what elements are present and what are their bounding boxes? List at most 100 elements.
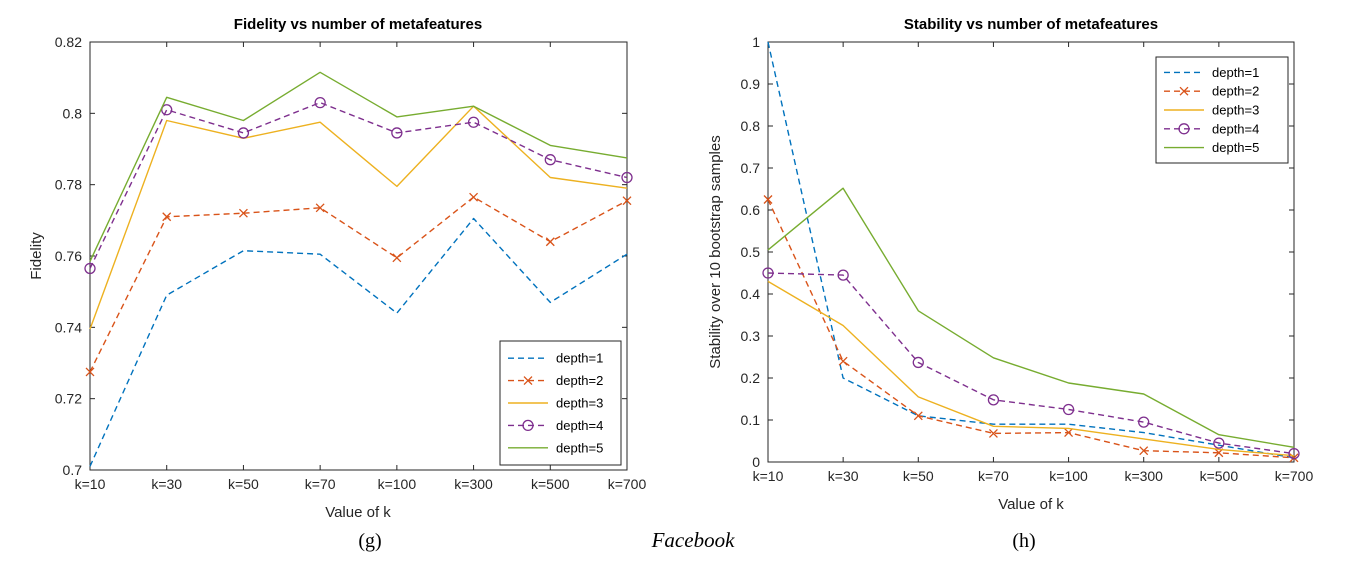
fidelity-legend: depth=1 depth=2 depth=3 depth=4 depth=5 — [499, 340, 622, 466]
y-tick-label: 0.5 — [741, 244, 761, 260]
series-line-depth-5 — [89, 71, 628, 262]
y-tick-label: 0.82 — [55, 34, 82, 50]
data-point-depth-4 — [987, 394, 1000, 406]
data-point-depth-2 — [469, 192, 479, 202]
fidelity-y-axis-label: Fidelity — [28, 232, 45, 280]
y-tick-label: 0.6 — [741, 202, 761, 218]
x-tick-label: k=10 — [753, 468, 784, 484]
y-tick-label: 0.4 — [741, 286, 761, 302]
data-point-depth-4 — [84, 262, 96, 275]
x-tick-label: k=300 — [454, 476, 493, 492]
data-point-depth-4 — [544, 154, 556, 166]
stability-legend: depth=1 depth=2 depth=3 depth=4 depth=5 — [1155, 56, 1289, 164]
legend-marker — [1179, 86, 1189, 96]
x-tick-label: k=50 — [903, 468, 934, 484]
data-point-depth-2 — [85, 367, 95, 377]
y-tick-label: 0.9 — [741, 76, 761, 92]
data-point-depth-2 — [238, 208, 248, 218]
data-point-depth-4 — [237, 127, 250, 139]
data-point-depth-4 — [1062, 403, 1075, 416]
data-point-depth-4 — [1213, 437, 1225, 449]
x-tick-label: k=30 — [828, 468, 859, 484]
x-tick-label: k=50 — [228, 476, 259, 492]
stability-chart-title: Stability vs number of metafeatures — [904, 16, 1158, 33]
x-tick-label: k=500 — [531, 476, 570, 492]
x-tick-label: k=700 — [1275, 468, 1314, 484]
data-point-depth-2 — [315, 203, 325, 213]
fidelity-x-axis-label: Value of k — [325, 504, 391, 521]
legend-label-depth-2: depth=2 — [556, 373, 603, 388]
fidelity-chart-title: Fidelity vs number of metafeatures — [234, 16, 482, 33]
data-point-depth-2 — [988, 428, 998, 438]
data-point-depth-4 — [467, 116, 480, 128]
y-tick-label: 0.7 — [63, 462, 83, 478]
data-point-depth-2 — [1139, 446, 1149, 456]
legend-label-depth-4: depth=4 — [1212, 121, 1259, 136]
series-line-depth-4 — [89, 101, 628, 269]
y-tick-label: 0.3 — [741, 328, 761, 344]
series-line-depth-2 — [767, 199, 1295, 459]
legend-label-depth-4: depth=4 — [556, 418, 603, 433]
stability-x-axis-label: Value of k — [998, 496, 1064, 513]
series-line-depth-5 — [767, 187, 1295, 448]
stability-y-ticks: 0 0.1 0.2 0.3 0.4 0.5 0.6 0.7 0.8 0.9 1 — [741, 34, 1294, 470]
data-point-depth-2 — [392, 253, 402, 263]
x-tick-label: k=700 — [608, 476, 647, 492]
stability-series-group — [762, 41, 1300, 463]
data-point-depth-2 — [1064, 428, 1074, 438]
y-tick-label: 1 — [752, 34, 760, 50]
data-point-depth-2 — [622, 196, 632, 206]
y-tick-label: 0.1 — [741, 412, 761, 428]
caption-facebook: Facebook — [651, 528, 735, 552]
x-tick-label: k=70 — [978, 468, 1009, 484]
data-point-depth-4 — [1138, 416, 1150, 428]
legend-label-depth-1: depth=1 — [556, 351, 603, 366]
legend-marker — [522, 419, 534, 432]
data-point-depth-2 — [545, 237, 555, 247]
data-point-depth-4 — [1288, 447, 1300, 460]
stability-chart: Stability vs number of metafeatures Valu… — [707, 16, 1313, 513]
series-line-depth-1 — [89, 217, 628, 467]
legend-marker — [1178, 123, 1190, 135]
fidelity-series-group — [84, 71, 633, 467]
y-tick-label: 0.8 — [741, 118, 761, 134]
stability-y-axis-label: Stability over 10 bootstrap samples — [707, 135, 724, 368]
y-tick-label: 0.7 — [741, 160, 761, 176]
y-tick-label: 0.78 — [55, 177, 82, 193]
fidelity-x-ticks: k=10 k=30 k=50 k=70 k=100 k=300 k=500 k=700 — [75, 42, 647, 492]
x-tick-label: k=300 — [1124, 468, 1163, 484]
y-tick-label: 0 — [752, 454, 760, 470]
legend-label-depth-5: depth=5 — [1212, 140, 1259, 155]
y-tick-label: 0.74 — [55, 319, 82, 335]
data-point-depth-2 — [763, 195, 773, 204]
data-point-depth-4 — [837, 269, 849, 281]
data-point-depth-4 — [912, 356, 924, 369]
x-tick-label: k=30 — [151, 476, 182, 492]
data-point-depth-4 — [161, 104, 173, 116]
y-tick-label: 0.2 — [741, 370, 761, 386]
y-tick-label: 0.76 — [55, 248, 82, 264]
legend-label-depth-3: depth=3 — [556, 396, 603, 411]
data-point-depth-2 — [162, 212, 172, 222]
fidelity-chart: Fidelity vs number of metafeatures Value… — [28, 16, 646, 521]
data-point-depth-4 — [391, 127, 403, 139]
stability-x-ticks: k=10 k=30 k=50 k=70 k=100 k=300 k=500 k=700 — [753, 42, 1314, 484]
data-point-depth-4 — [762, 267, 774, 279]
data-point-depth-4 — [621, 171, 633, 184]
x-tick-label: k=100 — [1049, 468, 1088, 484]
x-tick-label: k=10 — [75, 476, 106, 492]
series-line-depth-2 — [89, 196, 628, 373]
y-tick-label: 0.8 — [63, 105, 83, 121]
data-point-depth-2 — [913, 411, 923, 421]
caption-h: (h) — [1012, 530, 1035, 552]
caption-g: (g) — [358, 530, 381, 552]
legend-label-depth-1: depth=1 — [1212, 65, 1259, 80]
data-point-depth-4 — [314, 96, 326, 109]
legend-label-depth-3: depth=3 — [1212, 103, 1259, 118]
x-tick-label: k=70 — [305, 476, 336, 492]
data-point-depth-2 — [838, 356, 848, 366]
y-tick-label: 0.72 — [55, 391, 82, 407]
fidelity-y-ticks: 0.7 0.72 0.74 0.76 0.78 0.8 0.82 — [55, 34, 627, 478]
x-tick-label: k=100 — [378, 476, 417, 492]
